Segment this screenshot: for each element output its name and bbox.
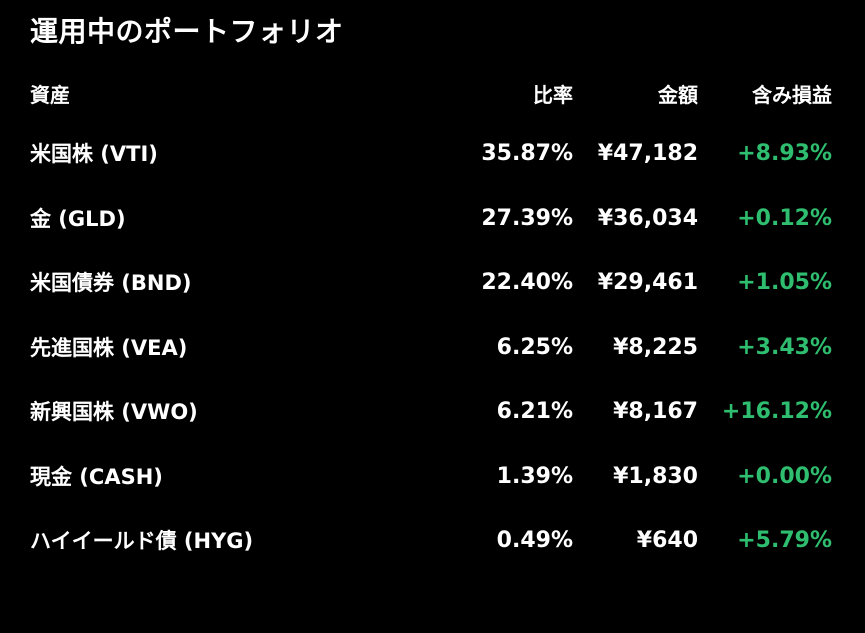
table-row[interactable]: ハイイールド債 (HYG) 0.49% ¥640 +5.79% (30, 513, 832, 578)
asset-amount: ¥640 (636, 528, 698, 553)
asset-unrealized-pl: +1.05% (737, 270, 832, 295)
page-title: 運用中のポートフォリオ (30, 15, 344, 48)
header-amount: 金額 (658, 83, 698, 107)
asset-amount: ¥8,167 (613, 399, 698, 424)
header-ratio: 比率 (533, 83, 573, 107)
table-row[interactable]: 米国株 (VTI) 35.87% ¥47,182 +8.93% (30, 126, 832, 191)
table-row[interactable]: 金 (GLD) 27.39% ¥36,034 +0.12% (30, 191, 832, 256)
portfolio-table: 資産 比率 金額 含み損益 米国株 (VTI) 35.87% ¥47,182 +… (30, 64, 832, 578)
asset-amount: ¥29,461 (597, 270, 698, 295)
asset-ratio: 6.21% (496, 399, 573, 424)
asset-ratio: 1.39% (496, 463, 573, 489)
asset-unrealized-pl: +5.79% (737, 528, 832, 553)
asset-unrealized-pl: +0.12% (737, 205, 832, 231)
header-asset: 資産 (30, 83, 70, 107)
asset-name: 現金 (CASH) (30, 464, 163, 489)
asset-amount: ¥1,830 (613, 463, 698, 489)
asset-name: ハイイールド債 (HYG) (30, 529, 254, 553)
asset-ratio: 6.25% (496, 334, 573, 360)
asset-unrealized-pl: +3.43% (737, 334, 832, 360)
asset-amount: ¥8,225 (613, 334, 698, 360)
asset-unrealized-pl: +8.93% (737, 141, 832, 166)
asset-ratio: 35.87% (481, 141, 573, 166)
asset-name: 米国株 (VTI) (30, 142, 158, 166)
asset-unrealized-pl: +0.00% (737, 463, 832, 489)
asset-ratio: 22.40% (481, 270, 573, 295)
table-row[interactable]: 米国債券 (BND) 22.40% ¥29,461 +1.05% (30, 255, 832, 320)
asset-amount: ¥36,034 (597, 205, 698, 231)
asset-amount: ¥47,182 (597, 141, 698, 166)
asset-unrealized-pl: +16.12% (721, 399, 832, 424)
asset-ratio: 0.49% (496, 528, 573, 553)
asset-name: 先進国株 (VEA) (30, 335, 188, 360)
table-row[interactable]: 現金 (CASH) 1.39% ¥1,830 +0.00% (30, 449, 832, 514)
asset-ratio: 27.39% (481, 205, 573, 231)
header-unrealized-pl: 含み損益 (752, 83, 832, 107)
asset-name: 新興国株 (VWO) (30, 400, 198, 424)
table-row[interactable]: 先進国株 (VEA) 6.25% ¥8,225 +3.43% (30, 320, 832, 385)
table-header: 資産 比率 金額 含み損益 (30, 64, 832, 126)
table-row[interactable]: 新興国株 (VWO) 6.21% ¥8,167 +16.12% (30, 384, 832, 449)
asset-name: 米国債券 (BND) (30, 271, 192, 295)
asset-name: 金 (GLD) (30, 206, 126, 231)
